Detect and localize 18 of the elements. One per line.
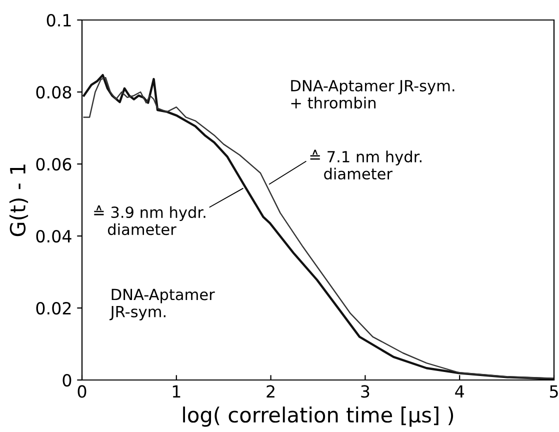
y-tick-label: 0.06 [36,158,72,171]
y-tick-label: 0.08 [36,86,72,99]
annotation: DNA-Aptamer JR-sym. + thrombin [291,80,454,109]
y-tick-label: 0 [62,374,72,387]
x-axis-title: log( correlation time [µs] ) [183,406,454,427]
x-tick-label: 3 [361,385,370,398]
y-tick-label: 0.02 [36,302,71,315]
x-tick-label: 2 [266,385,274,398]
y-tick-label: 0.1 [46,14,71,27]
x-tick-label: 1 [172,385,180,398]
y-tick-label: 0.04 [36,230,72,243]
x-tick-label: 4 [455,385,464,398]
annotation: DNA-Aptamer JR-sym. [110,288,215,320]
annotation: ≙ 7.1 nm hydr. diameter [310,150,422,180]
y-axis-title: G(t) - 1 [9,164,28,236]
x-tick-label: 0 [78,385,86,398]
x-tick-label: 5 [550,385,558,398]
annotation: ≙ 3.9 nm hydr. diameter [94,205,206,236]
